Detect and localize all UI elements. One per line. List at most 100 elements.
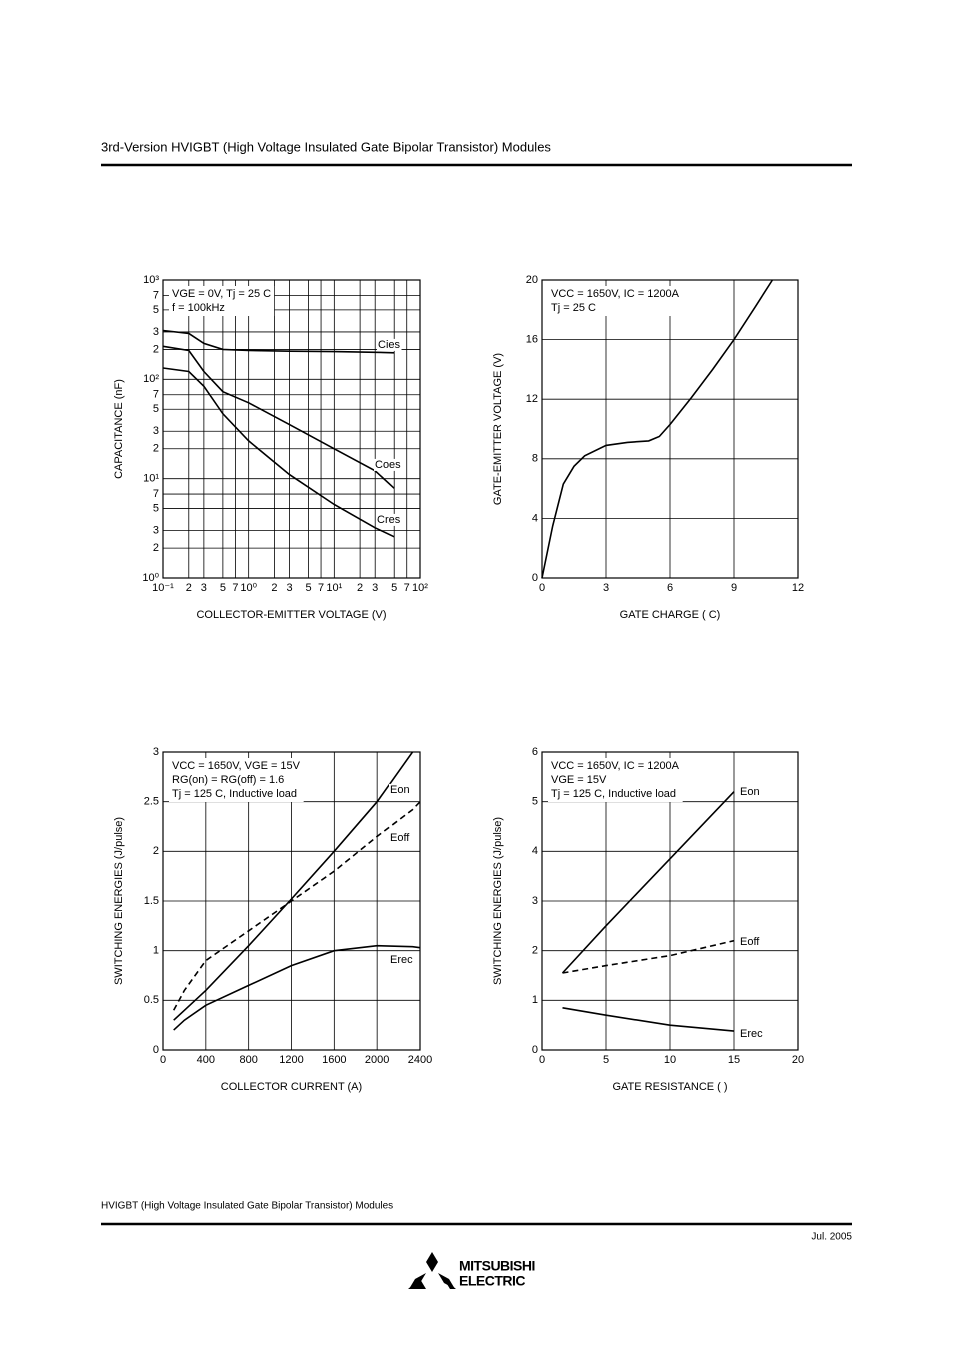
y-tick-label: 7 (153, 488, 159, 500)
chart: 0 3 6 9 12 0 4 8 12 16 20 GATE CHARGE ( C) GATE-EMIT… (492, 274, 804, 621)
y-tick-label: 0 (532, 1044, 538, 1056)
y-tick-label: 2 (532, 945, 538, 957)
y-tick-label: 0.5 (144, 994, 159, 1006)
series-line (173, 944, 421, 1031)
y-tick-label: 1 (153, 945, 159, 957)
x-axis-label: GATE CHARGE ( C) (620, 609, 721, 621)
series-label: Eoff (740, 936, 760, 948)
series-line (162, 345, 395, 489)
legend-bg (376, 513, 402, 526)
footer-text: HVIGBT (High Voltage Insulated Gate Bipo… (101, 1201, 393, 1212)
legend-bg (389, 953, 415, 966)
y-tick-label: 5 (153, 502, 159, 514)
annotation: f = 100kHz (172, 302, 225, 314)
x-tick-label: 0 (539, 582, 545, 594)
series-line (172, 801, 421, 1011)
header-title: 3rd-Version HVIGBT (High Voltage Insulat… (101, 139, 551, 154)
chart: 10⁻¹ 2 3 5 7 10⁰ 2 3 5 7 10¹ 2 3 5 7 10²10⁰235710¹23571… (113, 274, 428, 621)
x-tick-label: 5 (603, 1054, 609, 1066)
annotation-bg (548, 286, 683, 316)
legend-bg (374, 458, 403, 471)
x-tick-label: 3 (372, 582, 378, 594)
legend-bg (389, 831, 412, 844)
y-tick-label: 5 (153, 403, 159, 415)
x-tick-label: 7 (318, 582, 324, 594)
x-tick-label: 10¹ (326, 582, 342, 594)
y-tick-label: 12 (526, 393, 538, 405)
annotation: VCC = 1650V, VGE = 15V (172, 760, 301, 772)
x-tick-label: 800 (239, 1054, 257, 1066)
y-tick-label: 3 (153, 525, 159, 537)
x-tick-label: 7 (232, 582, 238, 594)
series-line (541, 279, 774, 579)
y-tick-label: 5 (532, 796, 538, 808)
plot-frame (541, 751, 799, 1051)
series-label: Coes (375, 459, 401, 471)
x-axis-label: COLLECTOR-EMITTER VOLTAGE (V) (196, 609, 386, 621)
x-tick-label: 3 (286, 582, 292, 594)
x-tick-label: 15 (728, 1054, 740, 1066)
y-tick-label: 2 (153, 542, 159, 554)
y-tick-label: 10⁰ (142, 572, 159, 584)
x-tick-label: 7 (404, 582, 410, 594)
series-label: Erec (390, 954, 413, 966)
x-tick-label: 10⁻¹ (152, 582, 174, 594)
logo-mark (408, 1252, 462, 1289)
plot-frame (162, 751, 421, 1051)
y-axis-label: GATE-EMITTER VOLTAGE (V) (492, 353, 504, 505)
annotation: Tj = 125 C, Inductive load (172, 788, 297, 800)
x-tick-label: 12 (792, 582, 804, 594)
annotation-bg (169, 286, 275, 316)
y-tick-label: 2 (153, 845, 159, 857)
series-line (162, 329, 395, 354)
annotation-bg (169, 758, 304, 802)
x-tick-label: 2 (186, 582, 192, 594)
x-tick-label: 2000 (365, 1054, 389, 1066)
x-tick-label: 5 (391, 582, 397, 594)
series-label: Cres (377, 514, 401, 526)
y-tick-label: 3 (153, 746, 159, 758)
legend-bg (739, 1027, 765, 1040)
series-line (173, 751, 414, 1021)
series-line (562, 1007, 735, 1032)
plot-area (163, 280, 420, 578)
x-axis-label: GATE RESISTANCE ( ) (612, 1081, 727, 1093)
annotation: VCC = 1650V, IC = 1200A (551, 760, 680, 772)
logo-text: MITSUBISHI (459, 1258, 535, 1274)
y-tick-label: 8 (532, 453, 538, 465)
annotation: RG(on) = RG(off) = 1.6 (172, 774, 284, 786)
y-tick-label: 7 (153, 389, 159, 401)
x-tick-label: 10⁰ (240, 582, 257, 594)
plot-frame (162, 279, 421, 579)
y-tick-label: 5 (153, 304, 159, 316)
y-tick-label: 2 (153, 443, 159, 455)
series-label: Cies (378, 339, 401, 351)
x-tick-label: 20 (792, 1054, 804, 1066)
footer-date: Jul. 2005 (811, 1232, 852, 1243)
x-tick-label: 5 (220, 582, 226, 594)
annotation-bg (548, 758, 683, 802)
y-tick-label: 2.5 (144, 796, 159, 808)
y-tick-label: 16 (526, 334, 538, 346)
y-tick-label: 4 (532, 512, 538, 524)
legend-bg (389, 783, 411, 796)
series-line (162, 367, 395, 538)
y-tick-label: 7 (153, 289, 159, 301)
legend-bg (739, 785, 761, 798)
x-tick-label: 0 (160, 1054, 166, 1066)
x-tick-label: 10 (664, 1054, 676, 1066)
y-tick-label: 3 (532, 895, 538, 907)
y-tick-label: 10³ (143, 274, 159, 286)
x-tick-label: 5 (305, 582, 311, 594)
y-tick-label: 0 (532, 572, 538, 584)
y-axis-label: SWITCHING ENERGIES (J/pulse) (492, 817, 504, 985)
chart: 0 5 10 15 20 0 1 2 3 4 5 6 GATE RESISTANCE ( ) SWITCH… (492, 746, 804, 1093)
annotation: Tj = 25 C (551, 302, 596, 314)
legend-bg (377, 338, 402, 351)
y-tick-label: 3 (153, 425, 159, 437)
x-tick-label: 400 (197, 1054, 215, 1066)
x-tick-label: 3 (603, 582, 609, 594)
annotation: VGE = 15V (551, 774, 607, 786)
legend-bg (739, 935, 762, 948)
